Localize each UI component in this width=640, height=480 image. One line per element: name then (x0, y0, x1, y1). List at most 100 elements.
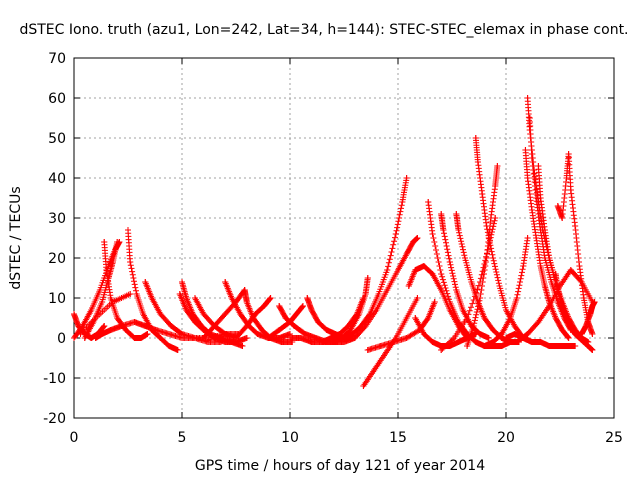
data-point (384, 267, 391, 273)
data-point (455, 339, 462, 345)
data-point (451, 335, 458, 341)
data-point (105, 275, 112, 281)
data-point (490, 327, 497, 333)
data-point (528, 339, 535, 345)
data-point (127, 291, 134, 297)
grid (74, 58, 614, 418)
data-point (200, 327, 207, 333)
data-point (176, 291, 183, 297)
data-point (233, 299, 239, 305)
data-point (377, 343, 384, 349)
data-point (464, 343, 471, 349)
data-point (308, 307, 315, 313)
data-point (144, 331, 151, 337)
data-point (252, 311, 259, 317)
data-point (109, 299, 116, 305)
data-point (92, 335, 99, 341)
data-point (557, 283, 563, 289)
data-point (403, 315, 410, 321)
data-point (403, 175, 410, 181)
series-markers (524, 95, 592, 345)
data-point (323, 327, 330, 333)
data-point (524, 95, 531, 101)
x-tick-label: 15 (389, 430, 407, 446)
data-point (513, 339, 520, 345)
data-point (572, 331, 579, 337)
data-point (403, 335, 410, 341)
data-point (118, 323, 125, 329)
data-point (282, 315, 289, 321)
data-point (293, 311, 300, 317)
data-point (127, 259, 134, 265)
data-point (382, 351, 389, 357)
data-point (412, 315, 419, 321)
data-point (490, 339, 497, 345)
data-point (580, 339, 587, 345)
data-point (567, 267, 574, 273)
data-point (470, 323, 477, 329)
data-point (222, 311, 229, 317)
data-point (483, 255, 490, 261)
data-point (554, 343, 561, 349)
data-point (107, 295, 114, 301)
data-point (403, 251, 410, 257)
data-point (494, 163, 501, 169)
data-point (258, 327, 265, 333)
data-point (99, 299, 106, 305)
data-point (243, 323, 250, 329)
data-point (455, 227, 462, 233)
data-point (351, 335, 358, 341)
data-point (360, 295, 367, 301)
data-point (133, 291, 140, 297)
data-point (109, 259, 116, 265)
data-point (304, 295, 311, 301)
data-point (541, 227, 548, 233)
data-point (414, 295, 421, 301)
series-42 (513, 267, 596, 345)
data-point (438, 211, 445, 217)
data-point (572, 343, 579, 349)
data-point (464, 315, 471, 321)
data-point (101, 239, 108, 245)
data-point (222, 279, 229, 285)
data-point (297, 335, 304, 341)
data-point (410, 239, 417, 245)
y-tick-label: 30 (48, 211, 66, 227)
data-point (485, 335, 492, 341)
data-series (71, 95, 598, 389)
series-8 (142, 279, 224, 345)
data-point (191, 295, 198, 301)
data-point (233, 335, 239, 341)
x-tick-label: 25 (605, 430, 623, 446)
data-point (481, 343, 488, 349)
data-point (503, 307, 509, 313)
y-tick-label: 0 (57, 331, 66, 347)
data-point (364, 347, 371, 353)
data-point (395, 267, 401, 273)
data-point (114, 239, 121, 245)
data-point (191, 319, 198, 325)
data-point (565, 151, 572, 157)
data-point (243, 299, 250, 305)
series-12 (222, 279, 293, 341)
data-point (446, 259, 453, 265)
data-point (291, 323, 298, 329)
series-21 (319, 295, 367, 345)
data-point (563, 343, 570, 349)
data-point (438, 271, 445, 277)
data-point (513, 295, 520, 301)
data-point (200, 311, 207, 317)
y-tick-label: 70 (48, 51, 66, 67)
data-point (399, 199, 406, 205)
data-point (148, 295, 155, 301)
x-tick-label: 10 (281, 430, 299, 446)
data-point (153, 327, 160, 333)
data-point (81, 335, 88, 341)
data-point (96, 287, 103, 293)
x-tick-label: 20 (497, 430, 515, 446)
data-point (496, 283, 503, 289)
data-point (222, 331, 229, 337)
data-point (353, 311, 360, 317)
data-point (211, 323, 218, 329)
y-tick-label: 60 (48, 91, 66, 107)
